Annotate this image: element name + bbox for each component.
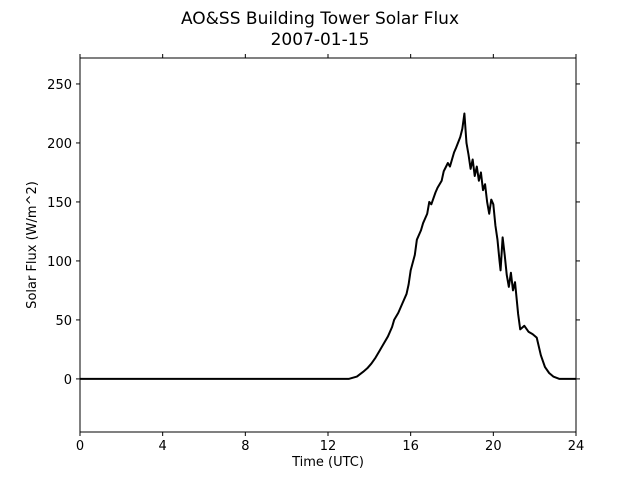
- y-tick-label: 250: [47, 78, 72, 93]
- x-tick-label: 4: [159, 439, 167, 454]
- series-line: [80, 112, 576, 380]
- chart-subtitle: 2007-01-15: [271, 30, 370, 50]
- x-tick-label: 16: [402, 439, 419, 454]
- series-layer: [80, 112, 576, 380]
- x-axis-label: Time (UTC): [291, 455, 364, 470]
- x-tick-label: 24: [568, 439, 585, 454]
- y-tick-label: 50: [55, 314, 72, 329]
- plot-frame: [79, 57, 577, 433]
- x-tick-label: 0: [76, 439, 84, 454]
- y-tick-label: 0: [64, 373, 72, 388]
- x-tick-label: 20: [485, 439, 502, 454]
- y-axis-label: Solar Flux (W/m^2): [25, 181, 40, 309]
- x-tick-label: 8: [241, 439, 249, 454]
- plot-area: [80, 58, 576, 432]
- y-tick-label: 150: [47, 196, 72, 211]
- y-tick-label: 100: [47, 255, 72, 270]
- chart-title: AO&SS Building Tower Solar Flux: [181, 9, 459, 29]
- axis-ticks: 0 4 8 12 16 20 24 0 50 100 150 200 250: [47, 54, 584, 454]
- x-tick-label: 12: [320, 439, 337, 454]
- y-tick-label: 200: [47, 137, 72, 152]
